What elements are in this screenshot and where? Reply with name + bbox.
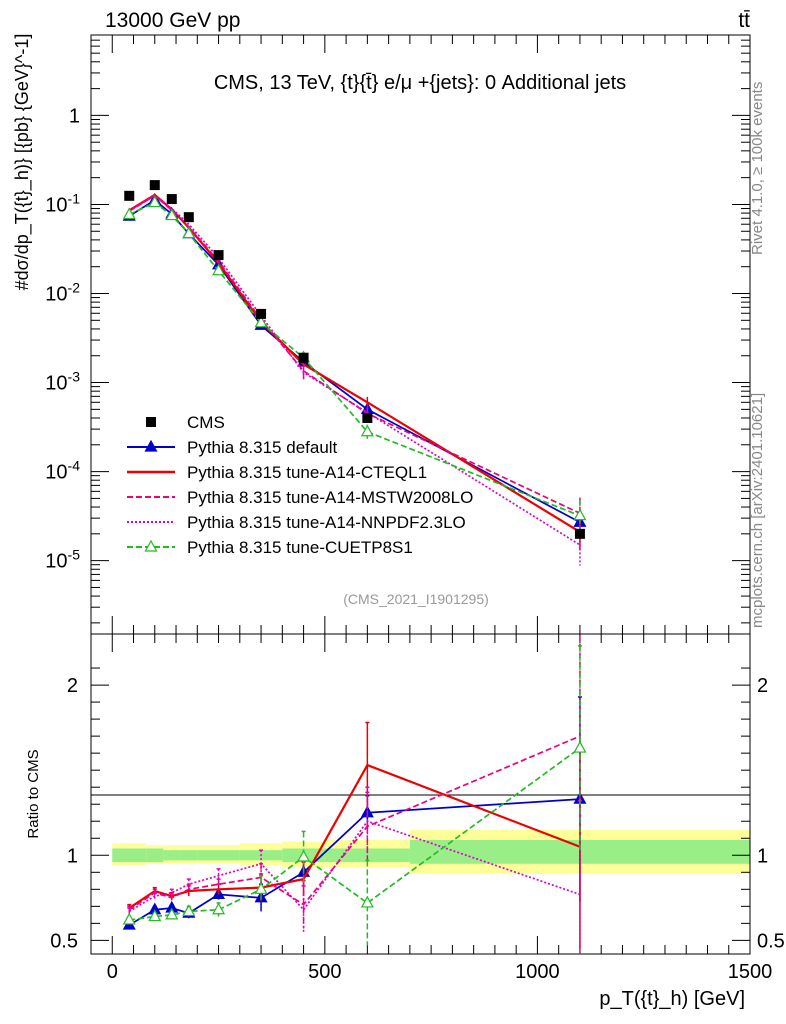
legend-label-pythia-8-315-tune-cuetp8s1: Pythia 8.315 tune-CUETP8S1 xyxy=(187,538,413,557)
cms-series xyxy=(124,180,585,539)
ratio-y-tick-label-right: 1 xyxy=(757,845,768,867)
band-inner xyxy=(146,848,164,863)
legend: CMS Pythia 8.315 default Pythia 8.315 tune… xyxy=(127,413,473,557)
ratio-data-point xyxy=(297,849,311,862)
ratio-y-axis-label: Ratio to CMS xyxy=(25,749,42,838)
main-axis-ticks xyxy=(91,34,751,634)
main-panel: 1 10-1 10-2 10-3 10-4 10-5 CMS, 13 TeV, {t}{t… xyxy=(12,34,751,635)
ratio-data-point xyxy=(182,904,196,917)
cms-data-point xyxy=(183,212,194,223)
data-point xyxy=(212,263,226,276)
y-tick-label: 10-4 xyxy=(45,458,80,484)
data-point xyxy=(122,207,136,220)
data-point xyxy=(254,315,268,328)
legend-marker-pythia-8-315-default xyxy=(144,439,158,452)
cms-data-point xyxy=(124,190,135,201)
main-title: CMS, 13 TeV, {t}{t̄} e/μ +{jets}: 0 Addi… xyxy=(214,72,626,94)
ratio-y-tick-label-left: 2 xyxy=(67,675,78,697)
y-tick-label: 10-1 xyxy=(45,190,80,216)
data-point xyxy=(165,208,179,221)
process-label: tt̄ xyxy=(738,9,750,32)
ratio-panel: 0.5 0.5 1 1 2 2 0 500 1000 1500 Ratio to CMS p_T… xyxy=(25,633,785,1010)
ratio-frame xyxy=(90,633,751,955)
x-tick-label: 1000 xyxy=(515,961,560,983)
ratio-data-point xyxy=(254,882,268,894)
y-tick-label: 1 xyxy=(69,105,80,127)
ratio-data xyxy=(122,634,587,954)
ratio-data-point xyxy=(360,895,374,908)
ratio-series-line xyxy=(129,747,581,921)
ratio-series-line xyxy=(128,735,581,911)
data-point xyxy=(360,424,374,437)
collision-label: 13000 GeV pp xyxy=(105,9,240,32)
analysis-watermark: (CMS_2021_I1901295) xyxy=(343,591,489,607)
cms-data-point xyxy=(149,180,160,191)
data-point xyxy=(573,508,587,521)
uncertainty-band xyxy=(112,829,750,874)
series-line xyxy=(128,194,581,546)
ratio-data-point xyxy=(165,907,179,920)
x-tick-label: 1500 xyxy=(728,961,773,983)
legend-label-cms: CMS xyxy=(187,413,225,432)
band-inner xyxy=(112,848,147,863)
ratio-data-point xyxy=(148,909,162,922)
cms-data-point xyxy=(298,352,309,363)
data-point xyxy=(182,226,196,239)
y-tick-label: 10-3 xyxy=(45,369,80,395)
ratio-y-tick-label-left: 0.5 xyxy=(50,930,78,952)
pythia-8-315-tune-a14-nnpdf2-3lo-series xyxy=(128,194,581,566)
mcplots-label: mcplots.cern.ch [arXiv:2401.10621] xyxy=(749,393,766,628)
legend-label-pythia-8-315-tune-a14-cteql1: Pythia 8.315 tune-A14-CTEQL1 xyxy=(187,463,427,482)
cms-data-point xyxy=(362,412,373,423)
legend-marker-cms xyxy=(146,417,156,427)
ratio-y-tick-labels: 0.5 0.5 1 1 2 2 xyxy=(50,675,785,952)
legend-label-pythia-8-315-default: Pythia 8.315 default xyxy=(187,438,338,457)
main-data xyxy=(122,180,587,566)
x-tick-label: 0 xyxy=(107,961,118,983)
cms-data-point xyxy=(574,528,585,539)
rivet-label: Rivet 4.1.0, ≥ 100k events xyxy=(749,82,766,255)
main-y-tick-labels: 1 10-1 10-2 10-3 10-4 10-5 xyxy=(45,105,80,572)
band-inner xyxy=(180,850,198,861)
legend-marker-pythia-8-315-tune-cuetp8s1 xyxy=(144,539,158,552)
main-y-axis-label: #dσ/dp_T({t}_h)} [{pb} {GeV}^-1] xyxy=(12,34,33,291)
x-tick-labels: 0 500 1000 1500 xyxy=(107,961,773,983)
ratio-series-line xyxy=(128,820,581,913)
pythia-8-315-tune-cuetp8s1-ratio-series xyxy=(122,645,587,946)
data-point xyxy=(148,195,162,208)
cms-data-point xyxy=(166,194,177,205)
band-inner xyxy=(163,850,181,861)
cms-data-point xyxy=(213,250,224,261)
ratio-y-tick-label-left: 1 xyxy=(67,845,78,867)
ratio-axis-ticks xyxy=(91,634,751,954)
band-inner xyxy=(197,850,240,861)
ratio-y-tick-label-right: 2 xyxy=(757,675,768,697)
pythia-8-315-default-series xyxy=(122,192,587,536)
ratio-data-point xyxy=(212,902,226,915)
y-tick-label: 10-2 xyxy=(45,280,80,306)
x-axis-label: p_T({t}_h) [GeV] xyxy=(599,988,745,1010)
legend-label-pythia-8-315-tune-a14-mstw2008lo: Pythia 8.315 tune-A14-MSTW2008LO xyxy=(187,488,473,507)
legend-label-pythia-8-315-tune-a14-nnpdf2-3lo: Pythia 8.315 tune-A14-NNPDF2.3LO xyxy=(187,513,466,532)
x-tick-label: 500 xyxy=(308,961,341,983)
cms-data-point xyxy=(256,308,267,319)
pythia-8-315-tune-a14-nnpdf2-3lo-ratio-series xyxy=(127,786,582,954)
ratio-data-point xyxy=(122,912,136,925)
pythia-8-315-tune-cuetp8s1-series xyxy=(122,195,587,532)
ratio-data-point xyxy=(573,740,587,753)
ratio-y-tick-label-right: 0.5 xyxy=(757,930,785,952)
y-tick-label: 10-5 xyxy=(45,547,80,573)
